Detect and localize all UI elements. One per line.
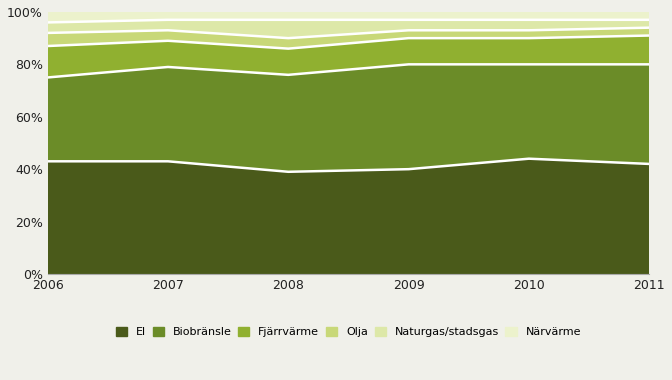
Legend: El, Biobränsle, Fjärrvärme, Olja, Naturgas/stadsgas, Närvärme: El, Biobränsle, Fjärrvärme, Olja, Naturg… bbox=[116, 327, 581, 337]
